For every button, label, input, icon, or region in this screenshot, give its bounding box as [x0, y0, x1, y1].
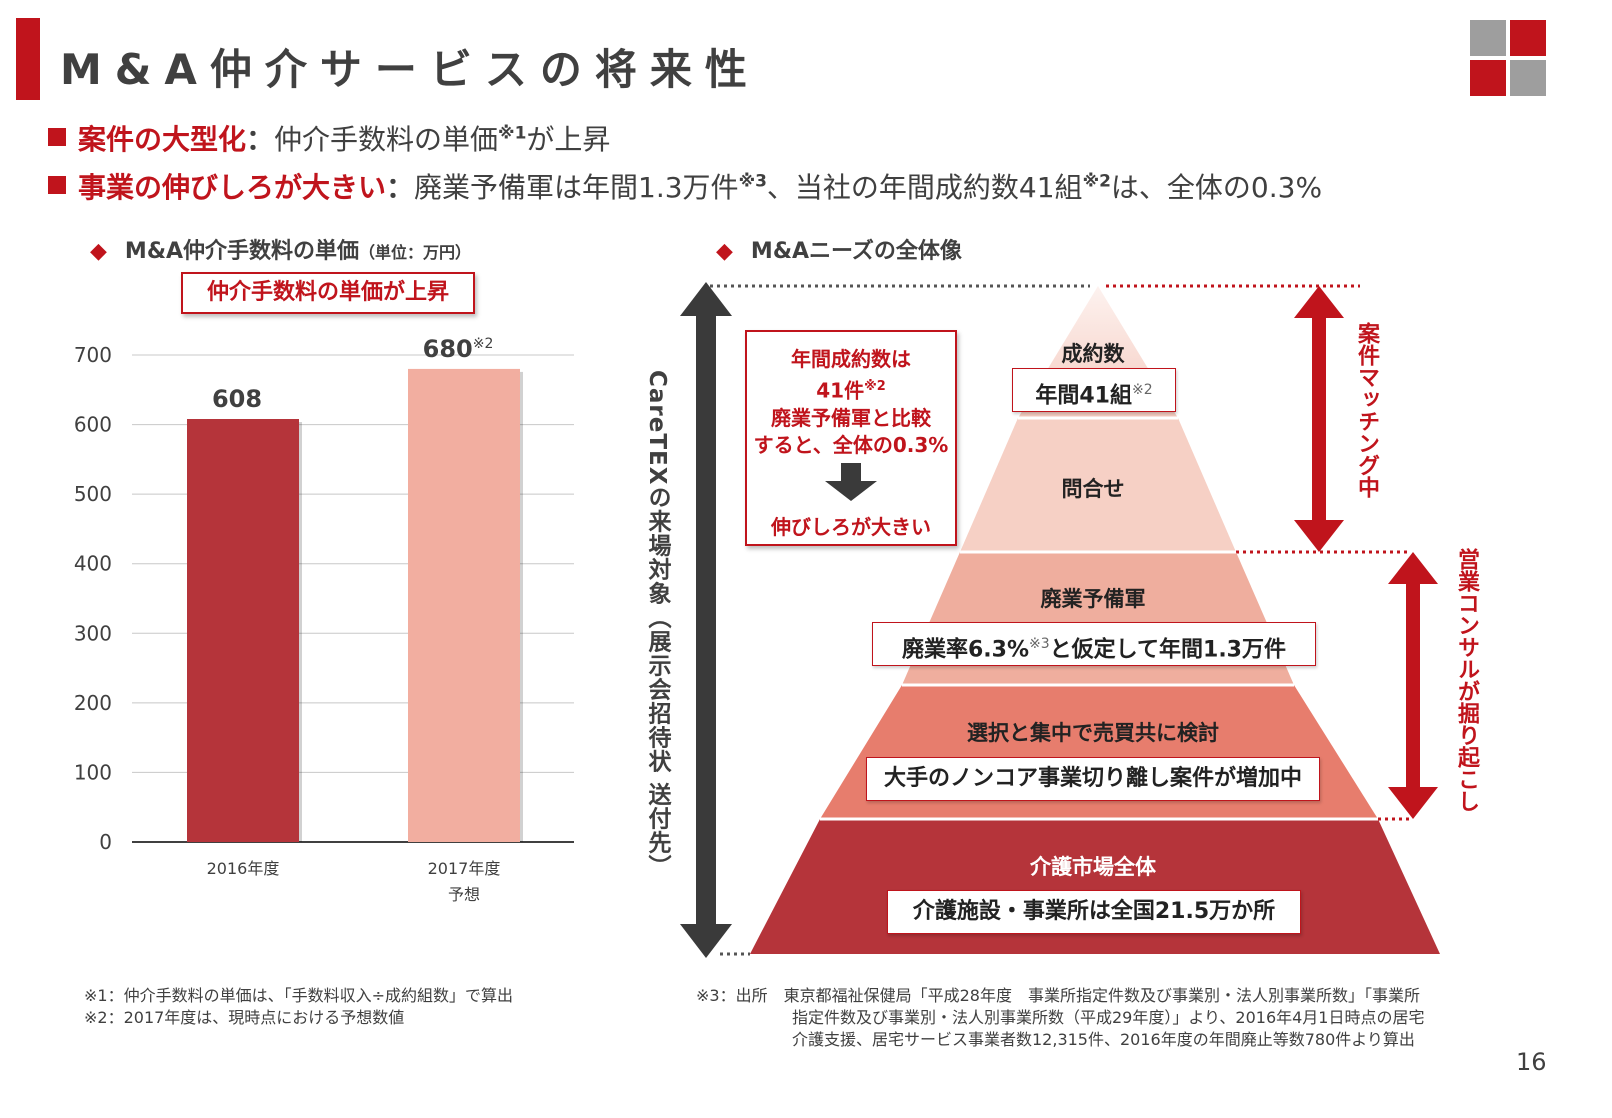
- company-logo: [1470, 20, 1546, 96]
- data-label: 608: [212, 385, 262, 413]
- diamond-icon: ◆: [716, 239, 733, 264]
- caretex-target-label: CareTEXの来場対象（展示会招待状 送付先）: [644, 370, 670, 879]
- y-tick-label: 500: [74, 482, 112, 506]
- tier-box-care-market: 介護施設・事業所は全国21.5万か所: [887, 890, 1301, 934]
- consulting-label: 営業コンサルが掘り起こし: [1454, 548, 1479, 812]
- tier-label-contracts: 成約数: [1061, 342, 1125, 366]
- tier-label-selection: 選択と集中で売買共に検討: [967, 721, 1219, 745]
- tier-box-noncore: 大手のノンコア事業切り離し案件が増加中: [866, 757, 1320, 801]
- x-tick-label: 2017年度: [428, 859, 501, 878]
- x-tick-sublabel: 予想: [448, 885, 480, 904]
- x-tick-label: 2016年度: [207, 859, 280, 878]
- pyramid-tier-2: [960, 418, 1236, 552]
- page-title: M&A仲介サービスの将来性: [60, 45, 760, 94]
- y-tick-label: 400: [74, 552, 112, 576]
- double-arrow-icon-right-lower: [1388, 552, 1438, 819]
- bar: [187, 419, 299, 842]
- y-tick-label: 100: [74, 760, 112, 784]
- diamond-icon: ◆: [90, 239, 107, 264]
- double-arrow-icon-left: [680, 282, 732, 958]
- title-accent-bar: [16, 18, 40, 100]
- needs-section-header: ◆ M&Aニーズの全体像: [716, 239, 962, 264]
- bullet-1: 案件の大型化：仲介手数料の単価※1が上昇: [48, 118, 610, 158]
- double-arrow-icon-right-upper: [1294, 286, 1344, 552]
- footnote-source: ※3：出所 東京都福祉保健局「平成28年度 事業所指定件数及び事業別・法人別事業…: [696, 986, 1425, 1049]
- bullet-2: 事業の伸びしろが大きい：廃業予備軍は年間1.3万件※3、当社の年間成約数41組※…: [48, 166, 1322, 206]
- bullet-square-icon: [48, 128, 66, 146]
- growth-callout: 年間成約数は 41件※2 廃業予備軍と比較 すると、全体の0.3% 伸びしろが大…: [745, 330, 957, 546]
- y-tick-label: 200: [74, 691, 112, 715]
- tier-box-contracts: 年間41組※2: [1012, 368, 1176, 412]
- bullet-square-icon: [48, 176, 66, 194]
- tier-label-inquiries: 問合せ: [1061, 477, 1125, 501]
- matching-label: 案件マッチング中: [1354, 322, 1379, 498]
- down-arrow-icon: [825, 462, 877, 501]
- bar: [408, 368, 520, 842]
- chart-section-header: ◆ M&A仲介手数料の単価（単位：万円）: [90, 239, 472, 264]
- page-number: 16: [1516, 1048, 1547, 1076]
- y-tick-label: 700: [74, 343, 112, 367]
- tier-box-closure-candidates: 廃業率6.3%※3と仮定して年間1.3万件: [872, 622, 1316, 666]
- y-tick-label: 300: [74, 621, 112, 645]
- footnotes-left: ※1：仲介手数料の単価は、「手数料収入÷成約組数」で算出 ※2：2017年度は、…: [84, 986, 513, 1027]
- y-tick-label: 0: [99, 830, 112, 854]
- tier-label-closure-candidates: 廃業予備軍: [1040, 587, 1146, 611]
- data-label: 680※2: [423, 335, 494, 363]
- y-tick-label: 600: [74, 413, 112, 437]
- unit-price-bar-chart: 0 100 200 300 400 500 600 700 608 2016年度 680※2 2017…: [74, 335, 574, 904]
- tier-label-care-market: 介護市場全体: [1030, 855, 1156, 879]
- chart-callout: 仲介手数料の単価が上昇: [181, 272, 475, 314]
